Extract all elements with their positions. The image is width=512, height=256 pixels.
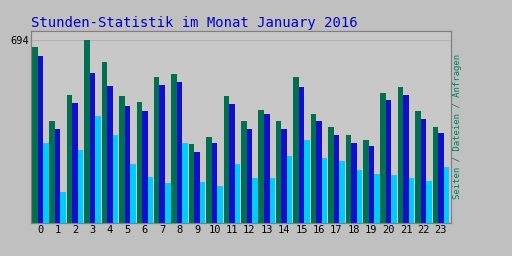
- Bar: [60, 193, 66, 223]
- Bar: [217, 186, 223, 223]
- Bar: [433, 127, 438, 223]
- Bar: [182, 143, 188, 223]
- Bar: [50, 121, 55, 223]
- Bar: [177, 82, 182, 223]
- Y-axis label: Seiten / Dateien / Anfragen: Seiten / Dateien / Anfragen: [453, 54, 462, 199]
- Bar: [282, 129, 287, 223]
- Bar: [189, 144, 195, 223]
- Bar: [403, 95, 409, 223]
- Bar: [259, 110, 264, 223]
- Bar: [172, 74, 177, 223]
- Bar: [195, 152, 200, 223]
- Bar: [95, 116, 101, 223]
- Bar: [351, 143, 357, 223]
- Bar: [78, 150, 83, 223]
- Bar: [107, 86, 113, 223]
- Bar: [374, 174, 379, 223]
- Bar: [229, 104, 234, 223]
- Bar: [142, 111, 147, 223]
- Bar: [264, 114, 269, 223]
- Bar: [165, 183, 170, 223]
- Bar: [154, 77, 160, 223]
- Bar: [299, 87, 304, 223]
- Bar: [287, 156, 292, 223]
- Bar: [316, 121, 322, 223]
- Bar: [37, 56, 43, 223]
- Bar: [444, 167, 449, 223]
- Bar: [241, 121, 247, 223]
- Bar: [421, 119, 426, 223]
- Bar: [137, 102, 142, 223]
- Bar: [293, 77, 299, 223]
- Bar: [160, 85, 165, 223]
- Bar: [147, 177, 153, 223]
- Bar: [247, 129, 252, 223]
- Bar: [102, 62, 107, 223]
- Bar: [43, 143, 49, 223]
- Bar: [392, 175, 397, 223]
- Bar: [339, 161, 345, 223]
- Bar: [438, 133, 444, 223]
- Bar: [113, 135, 118, 223]
- Bar: [32, 47, 37, 223]
- Bar: [276, 121, 282, 223]
- Bar: [119, 97, 124, 223]
- Bar: [386, 100, 392, 223]
- Text: Stunden-Statistik im Monat January 2016: Stunden-Statistik im Monat January 2016: [31, 16, 357, 29]
- Bar: [363, 140, 369, 223]
- Bar: [212, 143, 217, 223]
- Bar: [380, 92, 386, 223]
- Bar: [357, 170, 362, 223]
- Bar: [334, 135, 339, 223]
- Bar: [409, 178, 414, 223]
- Bar: [346, 135, 351, 223]
- Bar: [130, 164, 136, 223]
- Bar: [398, 87, 403, 223]
- Bar: [304, 140, 310, 223]
- Bar: [55, 129, 60, 223]
- Bar: [234, 164, 240, 223]
- Bar: [206, 137, 212, 223]
- Bar: [200, 182, 205, 223]
- Bar: [252, 178, 258, 223]
- Bar: [322, 158, 327, 223]
- Bar: [72, 103, 78, 223]
- Bar: [269, 178, 275, 223]
- Bar: [224, 97, 229, 223]
- Bar: [369, 146, 374, 223]
- Bar: [84, 40, 90, 223]
- Bar: [311, 114, 316, 223]
- Bar: [426, 181, 432, 223]
- Bar: [415, 111, 421, 223]
- Bar: [90, 73, 95, 223]
- Bar: [328, 127, 334, 223]
- Bar: [67, 95, 72, 223]
- Bar: [124, 106, 130, 223]
